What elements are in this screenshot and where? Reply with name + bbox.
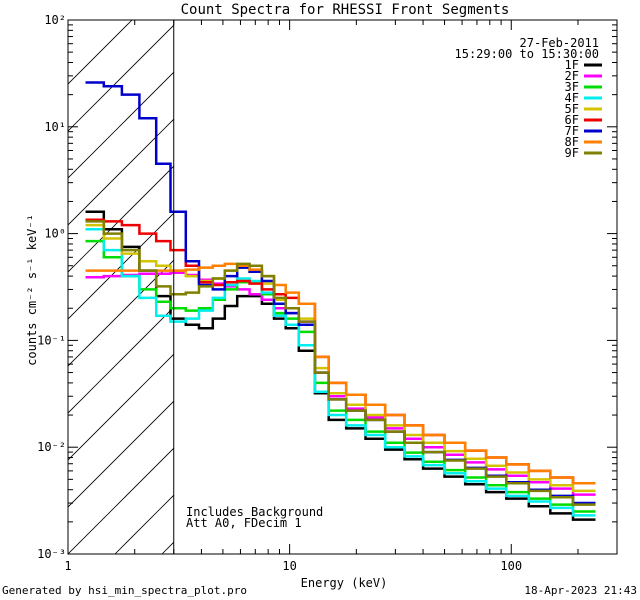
y-tick-label: 10¹ xyxy=(44,120,66,134)
hatched-region xyxy=(68,20,640,554)
legend-label: 4F xyxy=(565,91,579,105)
hatch-line xyxy=(397,20,640,554)
series-4F xyxy=(85,227,596,517)
y-axis-label: counts cm⁻² s⁻¹ keV⁻¹ xyxy=(25,214,39,366)
y-tick-label: 10⁻³ xyxy=(37,547,66,561)
series-layer xyxy=(85,81,596,521)
legend-label: 5F xyxy=(565,102,579,116)
legend-label: 9F xyxy=(565,146,579,160)
hatch-line xyxy=(68,24,174,132)
annotation-background: Includes Background xyxy=(186,505,323,519)
legend-label: 8F xyxy=(565,135,579,149)
hatch-line xyxy=(444,20,640,554)
y-tick-label: 10² xyxy=(44,13,66,27)
footer-timestamp: 18-Apr-2023 21:43 xyxy=(524,584,637,597)
hatch-line xyxy=(114,494,174,554)
hatch-line xyxy=(68,353,174,461)
x-tick-label: 1 xyxy=(64,559,71,573)
date-label: 27-Feb-2011 xyxy=(520,36,599,50)
series-9F xyxy=(85,220,596,506)
annotation-attenuator: Att A0, FDecim 1 xyxy=(186,516,302,530)
time-range-label: 15:29:00 to 15:30:00 xyxy=(455,47,600,61)
axes-layer: 1 10 100 10⁻³ 10⁻² 10⁻¹ 10⁰ 10¹ 10² xyxy=(37,13,618,573)
footer-generated-by: Generated by hsi_min_spectra_plot.pro xyxy=(2,584,247,597)
hatch-line xyxy=(68,20,133,85)
legend-label: 1F xyxy=(565,58,579,72)
hatch-line xyxy=(538,20,640,554)
hatch-line xyxy=(68,447,174,554)
hatch-line xyxy=(68,400,174,508)
hatch-line xyxy=(350,20,640,554)
x-axis-label: Energy (keV) xyxy=(301,576,388,590)
hatch-line xyxy=(303,20,640,554)
series-3F xyxy=(85,239,596,513)
series-5F xyxy=(85,223,596,493)
y-tick-label: 10⁻² xyxy=(37,440,66,454)
legend-label: 3F xyxy=(565,80,579,94)
series-7F xyxy=(85,81,596,505)
legend-label: 6F xyxy=(565,113,579,127)
legend-label: 2F xyxy=(565,69,579,83)
x-tick-label: 10 xyxy=(282,559,296,573)
legend-label: 7F xyxy=(565,124,579,138)
chart-title: Count Spectra for RHESSI Front Segments xyxy=(181,2,510,18)
series-6F xyxy=(85,218,596,485)
plot-frame xyxy=(67,19,618,555)
hatch-line xyxy=(585,20,640,554)
y-tick-label: 10⁰ xyxy=(44,227,66,241)
hatch-line xyxy=(68,212,174,320)
y-tick-label: 10⁻¹ xyxy=(37,333,66,347)
x-tick-label: 100 xyxy=(500,559,522,573)
hatch-line xyxy=(68,259,174,367)
hatch-line xyxy=(68,71,174,179)
